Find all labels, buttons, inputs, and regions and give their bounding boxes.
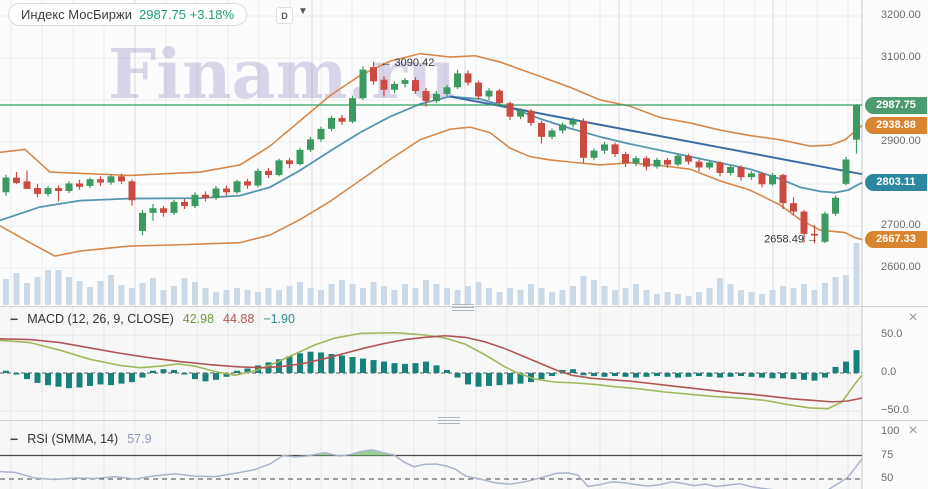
instrument-name: Индекс МосБиржи <box>21 7 132 22</box>
close-macd-button[interactable]: × <box>908 309 918 326</box>
macd-line <box>0 331 863 410</box>
bollinger-upper-line <box>0 52 863 177</box>
volume-layer <box>3 243 860 305</box>
instrument-chip[interactable]: Индекс МосБиржи 2987.75 +3.18% <box>8 3 248 26</box>
collapse-macd-button[interactable]: − <box>10 311 19 327</box>
macd-histogram-value: −1.90 <box>263 312 295 326</box>
price-axis-tick: 2900.00 <box>881 134 921 147</box>
price-change: +3.18% <box>189 7 235 22</box>
price-axis-tick: 3100.00 <box>881 50 921 63</box>
rsi-axis-tick: 50 <box>881 472 894 484</box>
price-axis-tick: 3200.00 <box>881 8 921 21</box>
macd-axis-tick: 0.0 <box>881 366 897 378</box>
macd-layer <box>0 331 863 412</box>
sma-line <box>0 95 863 222</box>
rsi-axis-tick: 75 <box>881 448 894 461</box>
watermark: Finam.ru <box>108 35 457 115</box>
candles-layer <box>2 61 860 244</box>
price-badge: 2938.88 <box>865 117 927 135</box>
price-badge: 2987.75 <box>865 96 927 114</box>
last-price: 2987.75 <box>138 7 186 22</box>
price-axis-tick: 2600.00 <box>881 260 921 273</box>
rsi-value: 57.9 <box>127 432 152 446</box>
high-annotation: ← 3090.42 <box>381 57 435 69</box>
chart-menu-caret[interactable]: ▼ <box>298 6 308 17</box>
macd-panel-header: − MACD (12, 26, 9, CLOSE) 42.98 44.88 −1… <box>10 312 295 326</box>
macd-axis-tick: −50.0 <box>881 404 909 416</box>
low-annotation: 2658.49 → <box>764 233 818 245</box>
macd-signal-line <box>0 334 863 403</box>
trendline <box>449 95 863 176</box>
bollinger-lower-line <box>0 126 863 257</box>
price-badge: 2803.11 <box>865 174 927 192</box>
overlays-layer <box>0 52 863 257</box>
annotations-layer: ← 3090.42 2658.49 → <box>381 57 819 245</box>
timeframe-button[interactable]: D <box>276 7 293 24</box>
instrument-quote: 2987.75 +3.18% <box>139 7 234 22</box>
macd-axis-tick: 50.0 <box>881 328 903 340</box>
rsi-layer <box>0 449 863 489</box>
pane-resize-handle-macd[interactable] <box>452 304 474 311</box>
macd-label: MACD (12, 26, 9, CLOSE) <box>27 312 174 326</box>
price-axis-tick: 2700.00 <box>881 218 921 231</box>
rsi-panel-header: − RSI (SMMA, 14) 57.9 <box>10 432 152 446</box>
macd-value: 42.98 <box>182 312 215 326</box>
rsi-axis-tick: 100 <box>881 425 900 437</box>
rsi-label: RSI (SMMA, 14) <box>27 432 119 446</box>
price-badge: 2667.33 <box>865 231 927 249</box>
pane-resize-handle-rsi[interactable] <box>438 417 460 424</box>
collapse-rsi-button[interactable]: − <box>10 431 19 447</box>
rsi-line <box>0 449 863 489</box>
macd-signal-value: 44.88 <box>223 312 255 326</box>
close-rsi-button[interactable]: × <box>908 422 918 439</box>
